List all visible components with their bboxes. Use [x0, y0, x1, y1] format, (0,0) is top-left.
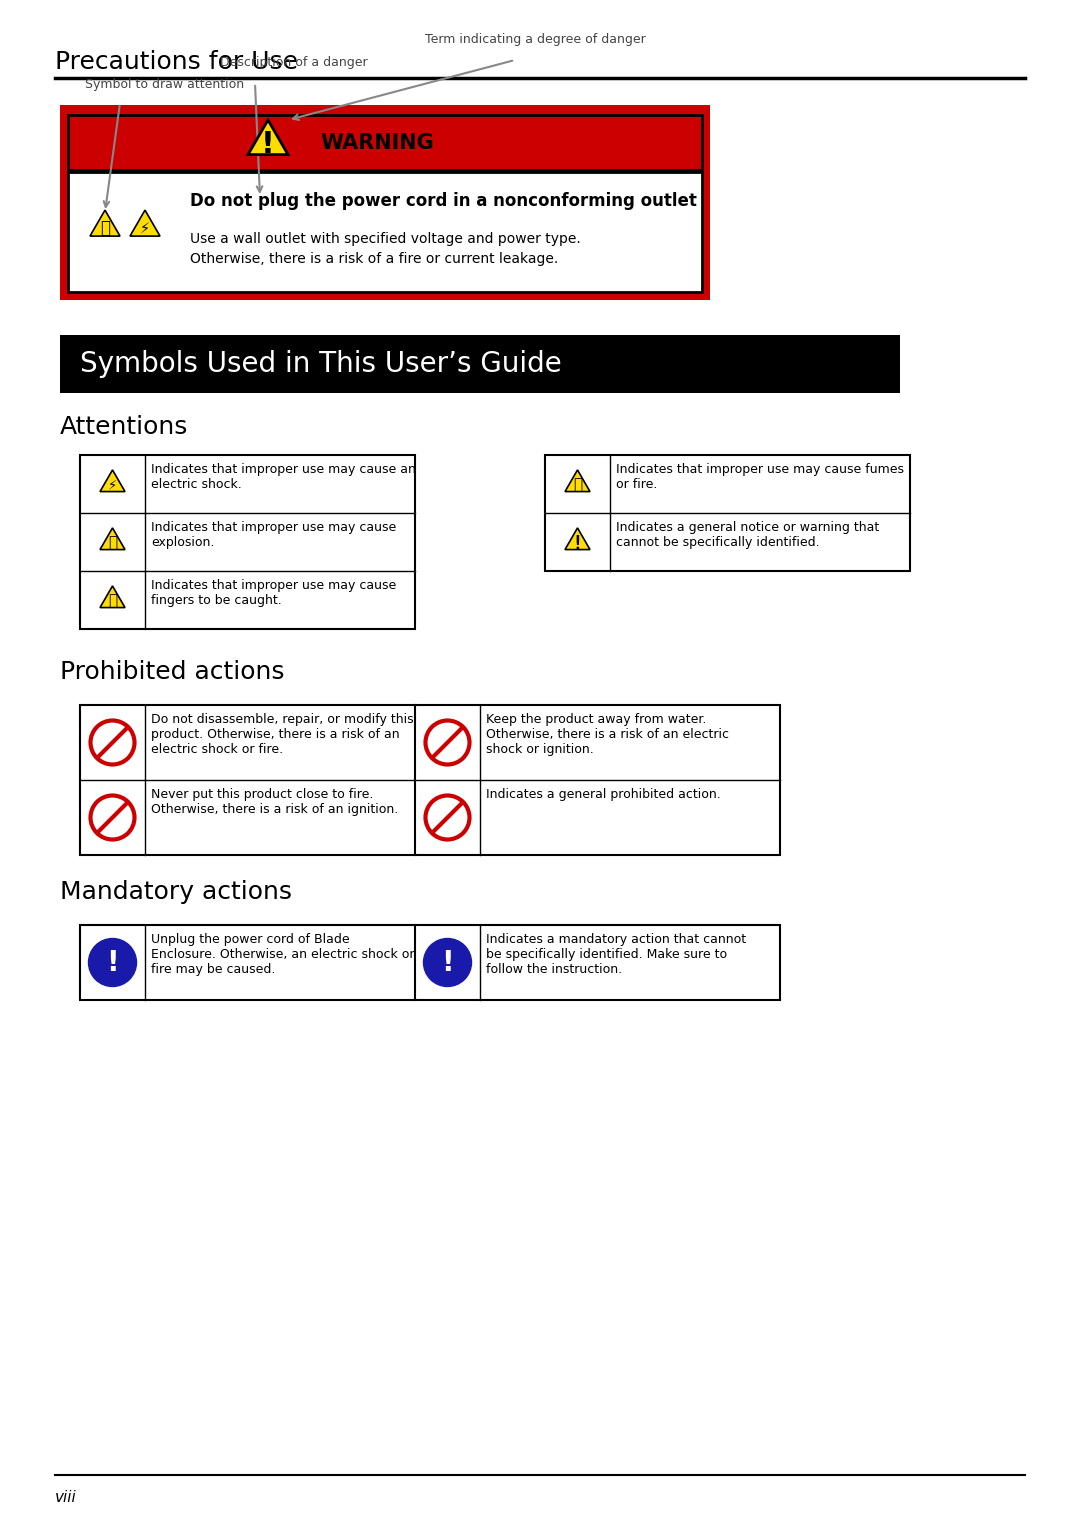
- Text: viii: viii: [55, 1490, 77, 1505]
- Circle shape: [423, 938, 472, 987]
- Bar: [68, 115, 702, 170]
- Text: ⚡: ⚡: [140, 220, 150, 237]
- Text: Indicates a general notice or warning that
cannot be specifically identified.: Indicates a general notice or warning th…: [616, 521, 879, 549]
- Text: Mandatory actions: Mandatory actions: [60, 880, 292, 905]
- Text: Indicates that improper use may cause an
electric shock.: Indicates that improper use may cause an…: [151, 463, 416, 490]
- Text: 🔥: 🔥: [572, 478, 582, 492]
- Text: Do not plug the power cord in a nonconforming outlet: Do not plug the power cord in a nonconfo…: [190, 193, 697, 209]
- Polygon shape: [100, 529, 125, 550]
- Text: Use a wall outlet with specified voltage and power type.: Use a wall outlet with specified voltage…: [190, 232, 581, 246]
- Polygon shape: [100, 471, 125, 492]
- Text: Indicates a mandatory action that cannot
be specifically identified. Make sure t: Indicates a mandatory action that cannot…: [486, 934, 746, 976]
- Text: Description of a danger: Description of a danger: [220, 57, 367, 69]
- Bar: [68, 173, 702, 292]
- Polygon shape: [565, 529, 590, 550]
- Text: Never put this product close to fire.
Otherwise, there is a risk of an ignition.: Never put this product close to fire. Ot…: [151, 788, 399, 816]
- Text: Indicates that improper use may cause
explosion.: Indicates that improper use may cause ex…: [151, 521, 396, 549]
- Circle shape: [89, 938, 136, 987]
- Bar: [80, 704, 780, 856]
- Polygon shape: [248, 121, 288, 154]
- Text: !: !: [106, 949, 119, 976]
- Circle shape: [91, 721, 135, 764]
- Text: Indicates that improper use may cause
fingers to be caught.: Indicates that improper use may cause fi…: [151, 579, 396, 607]
- Polygon shape: [130, 211, 160, 237]
- Text: Term indicating a degree of danger: Term indicating a degree of danger: [426, 34, 646, 46]
- Text: Keep the product away from water.
Otherwise, there is a risk of an electric
shoc: Keep the product away from water. Otherw…: [486, 714, 729, 756]
- Text: !: !: [571, 533, 583, 553]
- Text: WARNING: WARNING: [320, 133, 434, 153]
- Text: Attentions: Attentions: [60, 416, 188, 439]
- Polygon shape: [90, 211, 120, 237]
- Text: 💥: 💥: [108, 536, 117, 550]
- Text: Symbol to draw attention: Symbol to draw attention: [85, 78, 244, 92]
- Bar: [80, 455, 415, 630]
- Text: Precautions for Use: Precautions for Use: [55, 50, 298, 73]
- Text: Otherwise, there is a risk of a fire or current leakage.: Otherwise, there is a risk of a fire or …: [190, 252, 558, 266]
- Circle shape: [426, 796, 470, 839]
- Text: Unplug the power cord of Blade
Enclosure. Otherwise, an electric shock or
fire m: Unplug the power cord of Blade Enclosure…: [151, 934, 415, 976]
- Bar: [545, 455, 910, 571]
- Text: 🔥: 🔥: [100, 220, 110, 237]
- Bar: [60, 105, 710, 299]
- Text: ⚡: ⚡: [108, 478, 117, 492]
- Bar: [60, 335, 900, 393]
- Circle shape: [91, 796, 135, 839]
- Text: !: !: [261, 130, 275, 159]
- Text: Symbols Used in This User’s Guide: Symbols Used in This User’s Guide: [80, 350, 562, 377]
- Text: ✋: ✋: [108, 593, 117, 608]
- Circle shape: [426, 721, 470, 764]
- Polygon shape: [100, 585, 125, 608]
- Text: Prohibited actions: Prohibited actions: [60, 660, 284, 685]
- Text: Indicates a general prohibited action.: Indicates a general prohibited action.: [486, 788, 720, 801]
- Polygon shape: [565, 471, 590, 492]
- Text: Indicates that improper use may cause fumes
or fire.: Indicates that improper use may cause fu…: [616, 463, 904, 490]
- Text: Do not disassemble, repair, or modify this
product. Otherwise, there is a risk o: Do not disassemble, repair, or modify th…: [151, 714, 414, 756]
- Bar: [80, 924, 780, 999]
- Text: !: !: [442, 949, 454, 976]
